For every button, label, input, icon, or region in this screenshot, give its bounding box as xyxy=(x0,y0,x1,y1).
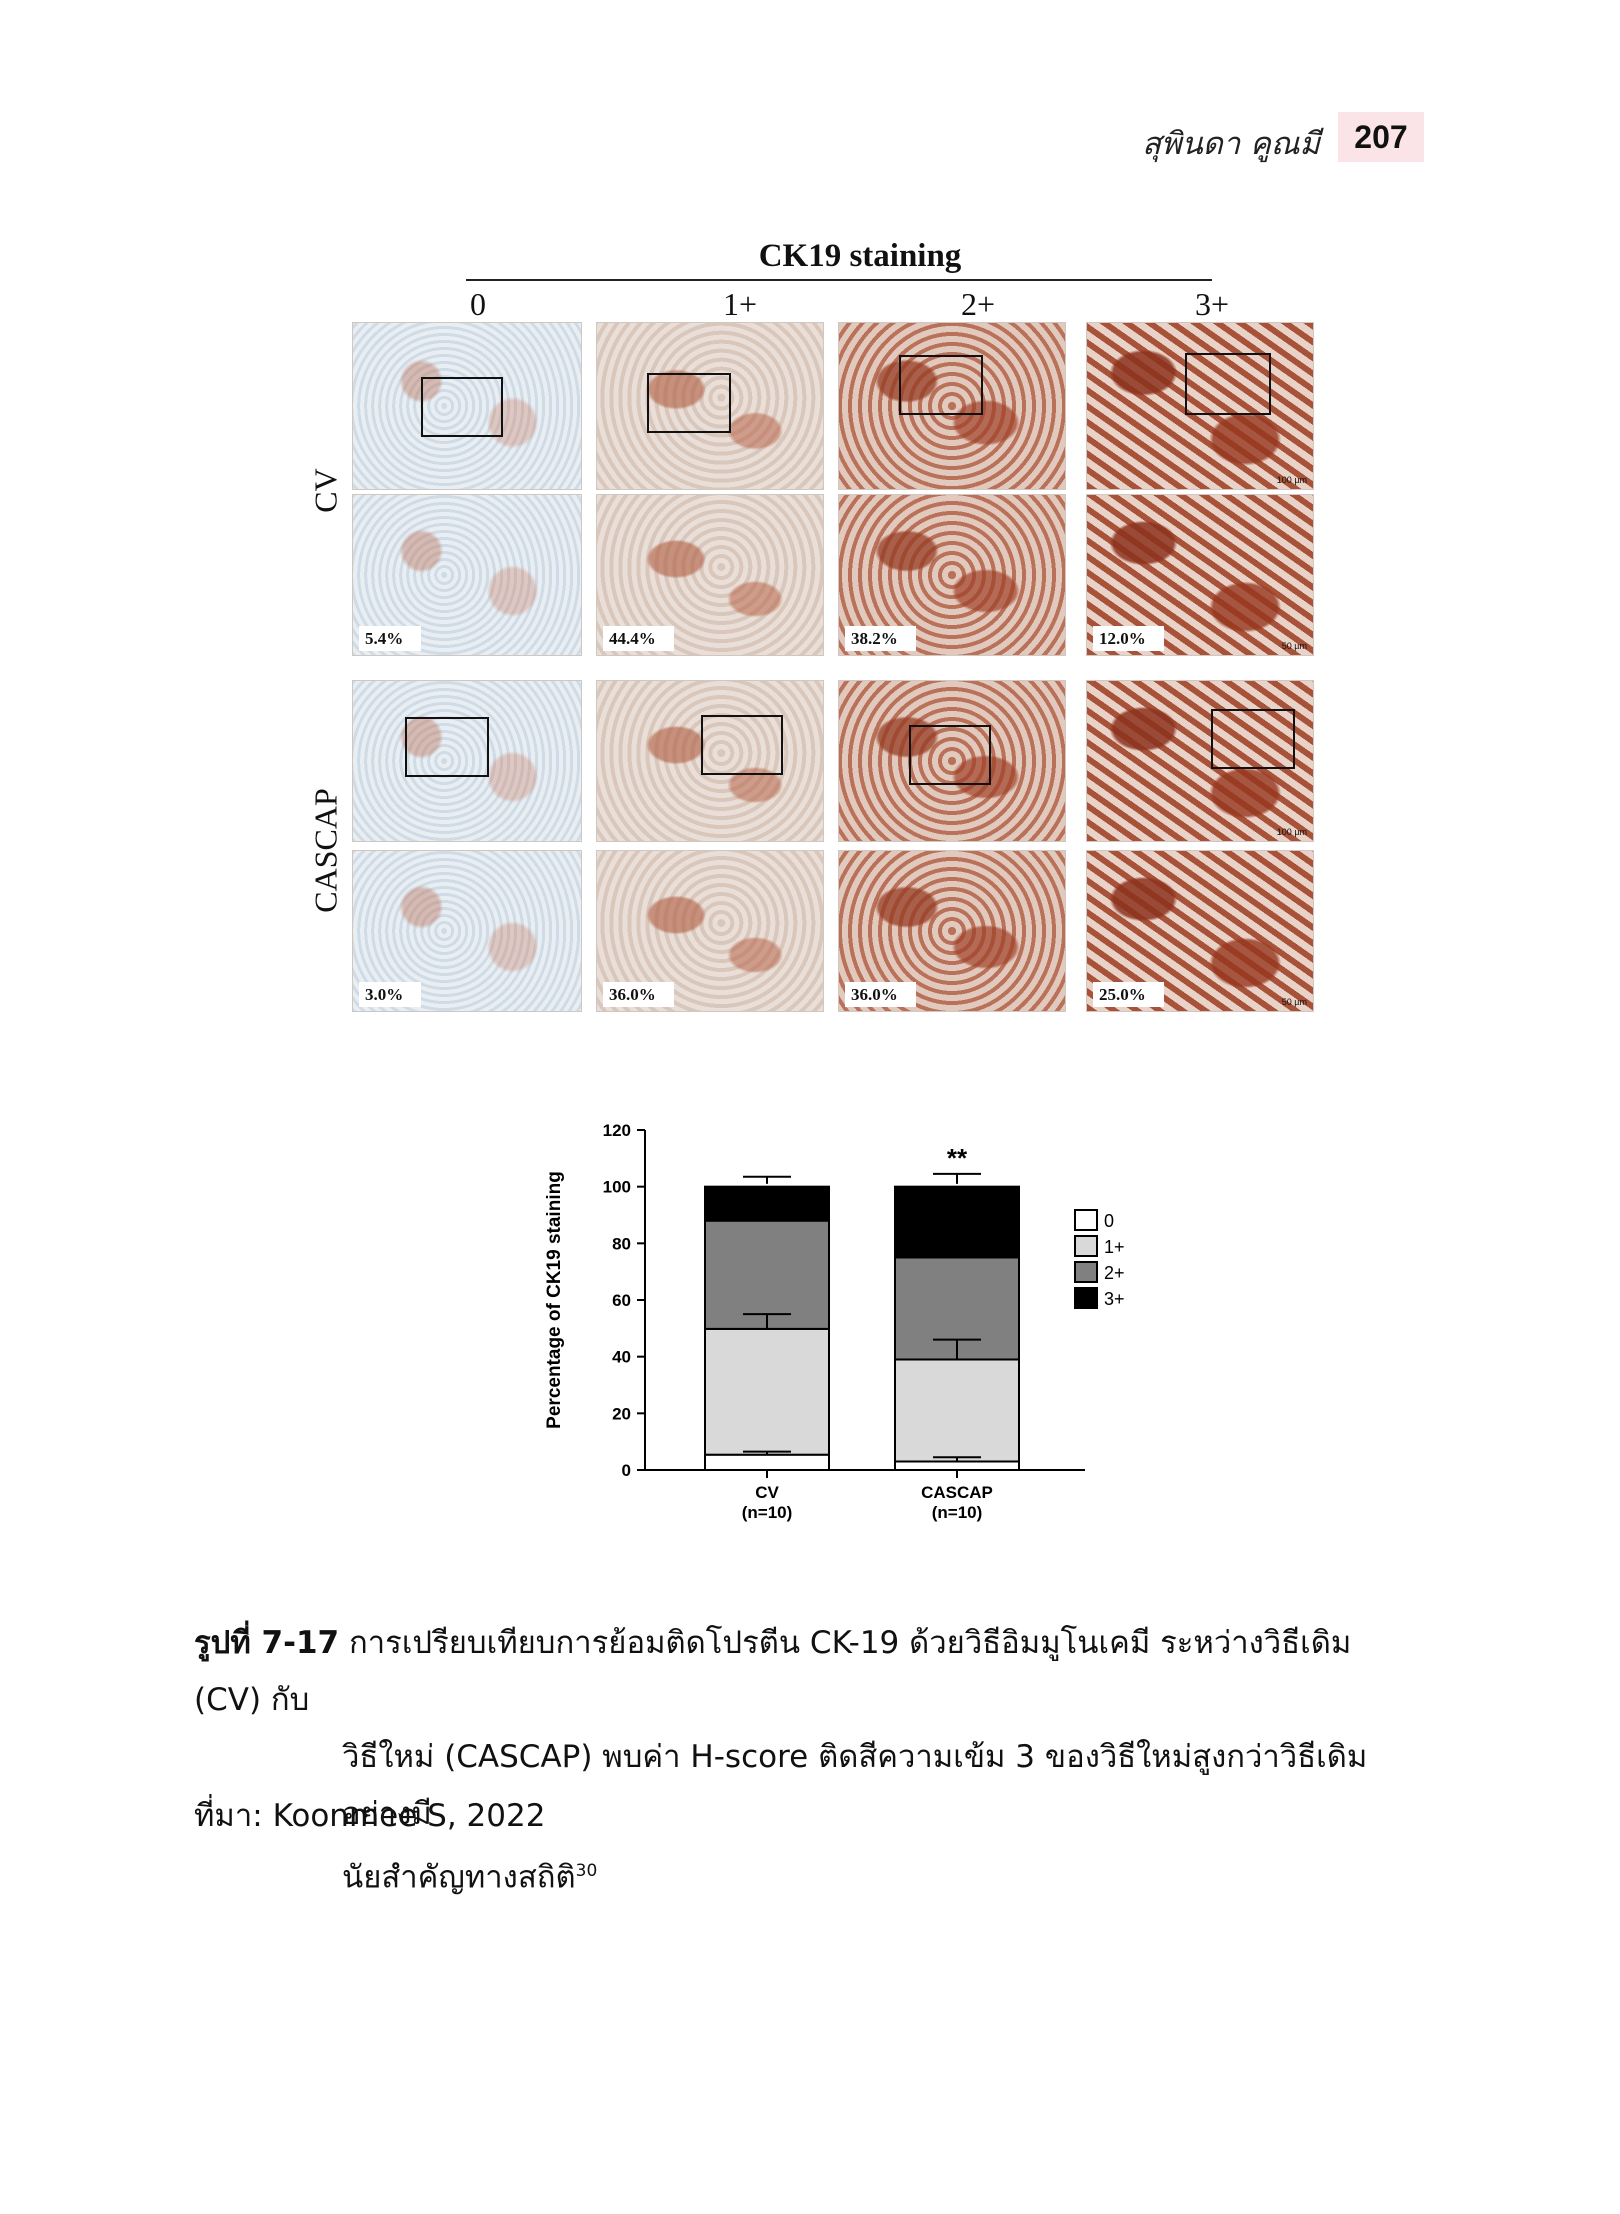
stacked-bar-chart: 0 20 40 60 80 100 120 Percentage of CK19 staini… xyxy=(544,1121,1125,1522)
row-label-cv: CV xyxy=(307,468,344,513)
cascap-grade1-inset: 36.0% xyxy=(596,850,824,1012)
cascap-grade1-overview xyxy=(596,680,824,842)
cv-grade0-inset: 5.4% xyxy=(352,494,582,656)
inset-marker xyxy=(1185,353,1271,415)
cascap-grade2-inset: 36.0% xyxy=(838,850,1066,1012)
bar-segment xyxy=(704,1219,830,1330)
caption-line-3: นัยสำคัญทางสถิติ xyxy=(342,1859,576,1896)
percent-label: 25.0% xyxy=(1093,982,1164,1007)
inset-marker xyxy=(647,373,731,433)
inset-marker xyxy=(701,715,783,775)
page-number: 207 xyxy=(1338,112,1424,162)
significance-annotation: ** xyxy=(947,1143,968,1173)
cascap-grade0-inset: 3.0% xyxy=(352,850,582,1012)
legend-swatch xyxy=(1074,1235,1098,1257)
inset-marker xyxy=(421,377,503,437)
legend-label: 0 xyxy=(1104,1211,1114,1231)
bar-segment xyxy=(894,1460,1020,1471)
x-tick-label: CV xyxy=(755,1483,779,1502)
cv-grade3-overview: 100 µm xyxy=(1086,322,1314,490)
cv-grade2-inset: 38.2% xyxy=(838,494,1066,656)
percent-label: 5.4% xyxy=(359,626,422,651)
legend-swatch xyxy=(1074,1287,1098,1309)
grade-label-2: 2+ xyxy=(960,286,996,322)
bar-segment xyxy=(894,1185,1020,1259)
bar-segment xyxy=(894,1358,1020,1463)
percent-label: 36.0% xyxy=(603,982,674,1007)
y-tick-label: 120 xyxy=(603,1121,631,1140)
y-tick-label: 80 xyxy=(612,1234,631,1253)
cv-grade2-overview xyxy=(838,322,1066,490)
caption-label: รูปที่ 7-17 xyxy=(194,1625,340,1661)
scale-bar-label: 100 µm xyxy=(1276,827,1307,837)
bar-segment xyxy=(704,1327,830,1456)
grade-label-0: 0 xyxy=(470,286,486,322)
grade-label-3: 3+ xyxy=(1194,286,1230,322)
y-tick-label: 40 xyxy=(612,1348,631,1367)
caption-line-2: วิธีใหม่ (CASCAP) พบค่า H-score ติดสีควา… xyxy=(342,1739,1368,1832)
y-tick-label: 100 xyxy=(603,1178,631,1197)
scale-bar-label: 50 µm xyxy=(1281,641,1307,651)
y-tick-label: 20 xyxy=(612,1404,631,1423)
x-tick-label: CASCAP xyxy=(921,1483,993,1502)
cascap-grade3-inset: 25.0% 50 µm xyxy=(1086,850,1314,1012)
percent-label: 12.0% xyxy=(1093,626,1164,651)
legend-label: 1+ xyxy=(1104,1237,1125,1257)
cascap-grade0-overview xyxy=(352,680,582,842)
figure-caption: รูปที่ 7-17 การเปรียบเทียบการย้อมติดโปรต… xyxy=(194,1615,1424,1906)
bar-segment xyxy=(704,1453,830,1472)
row-label-cascap: CASCAP xyxy=(307,788,344,913)
running-header-author: สุพินดา คูณมี xyxy=(1142,126,1320,162)
inset-marker xyxy=(909,725,991,785)
cascap-grade2-overview xyxy=(838,680,1066,842)
inset-marker xyxy=(899,355,983,415)
y-tick-label: 60 xyxy=(612,1291,631,1310)
title-rule xyxy=(466,279,1212,281)
inset-marker xyxy=(1211,709,1295,769)
percent-label: 44.4% xyxy=(603,626,674,651)
legend-swatch xyxy=(1074,1261,1098,1283)
percent-label: 3.0% xyxy=(359,982,422,1007)
cv-grade1-overview xyxy=(596,322,824,490)
percent-label: 38.2% xyxy=(845,626,916,651)
scale-bar-label: 100 µm xyxy=(1276,475,1307,485)
cascap-grade3-overview: 100 µm xyxy=(1086,680,1314,842)
y-axis-label: Percentage of CK19 staining xyxy=(544,1171,565,1429)
scale-bar-label: 50 µm xyxy=(1281,997,1307,1007)
y-tick-label: 0 xyxy=(622,1461,631,1480)
legend-swatch xyxy=(1074,1209,1098,1231)
x-tick-label: (n=10) xyxy=(742,1503,793,1522)
bar-segment xyxy=(704,1185,830,1222)
figure-source: ที่มา: Koonmee S, 2022 xyxy=(194,1798,546,1834)
percent-label: 36.0% xyxy=(845,982,916,1007)
grade-label-1: 1+ xyxy=(722,286,758,322)
figure-title: CK19 staining xyxy=(758,238,962,274)
legend-label: 3+ xyxy=(1104,1289,1125,1309)
cv-grade1-inset: 44.4% xyxy=(596,494,824,656)
caption-line-1: การเปรียบเทียบการย้อมติดโปรตีน CK-19 ด้ว… xyxy=(194,1625,1352,1718)
cv-grade0-overview xyxy=(352,322,582,490)
x-tick-label: (n=10) xyxy=(932,1503,983,1522)
cv-grade3-inset: 12.0% 50 µm xyxy=(1086,494,1314,656)
caption-reference: 30 xyxy=(575,1861,598,1881)
inset-marker xyxy=(405,717,489,777)
legend-label: 2+ xyxy=(1104,1263,1125,1283)
